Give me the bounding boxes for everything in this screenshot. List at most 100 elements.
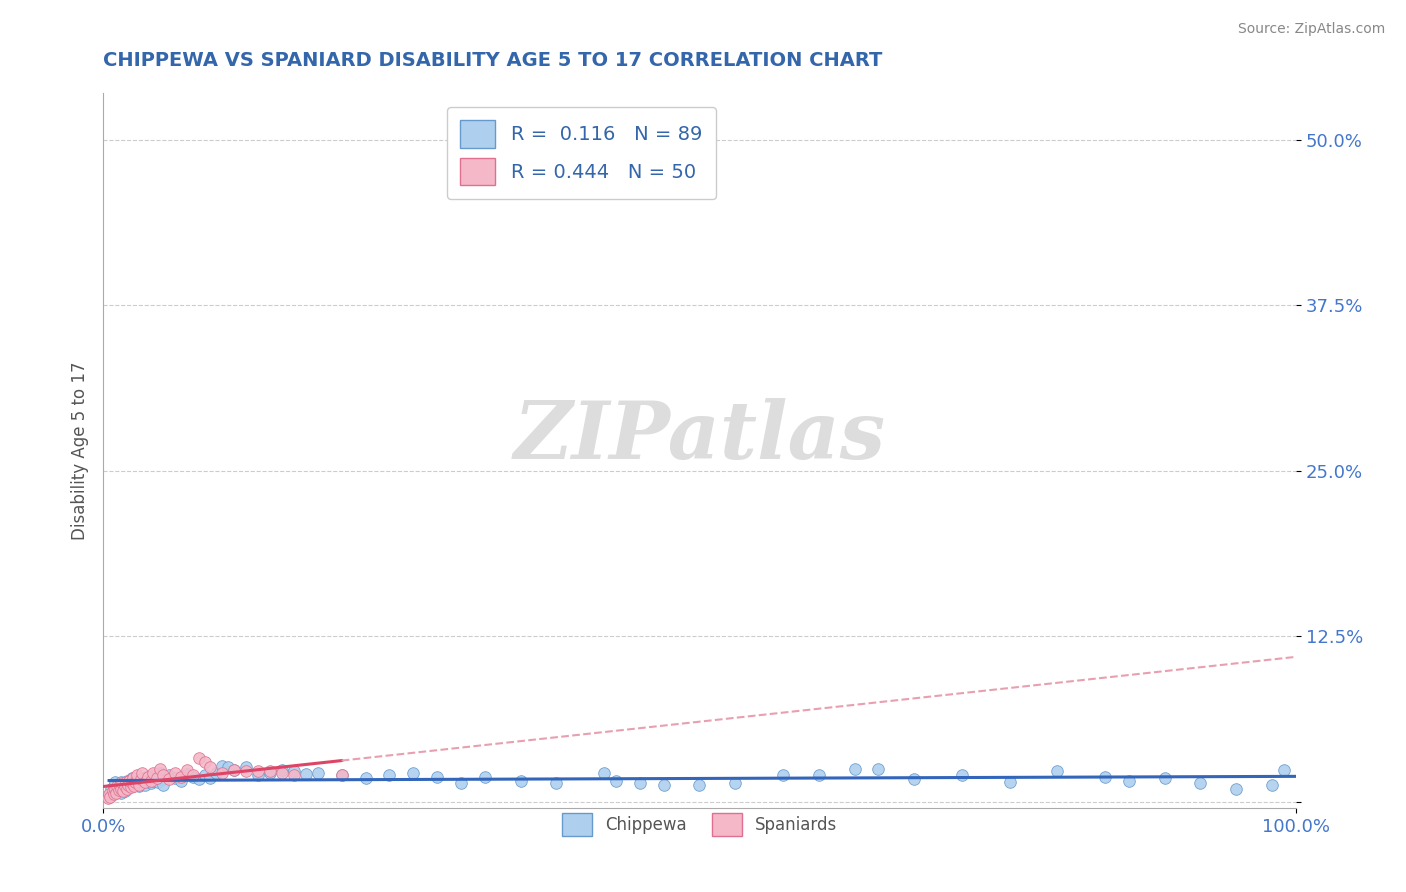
Point (163, 771, 186, 785)
Point (111, 776, 134, 790)
Point (450, 776, 472, 790)
Point (121, 771, 143, 785)
Point (134, 772, 156, 787)
Point (105, 786, 128, 800)
Point (354, 771, 377, 785)
Point (1094, 770, 1116, 784)
Point (593, 765, 616, 780)
Point (1225, 781, 1247, 796)
Point (146, 771, 169, 785)
Point (100, 781, 122, 796)
Point (1118, 773, 1140, 788)
Point (211, 765, 233, 780)
Point (138, 770, 160, 784)
Point (283, 764, 305, 779)
Point (330, 768, 353, 782)
Point (169, 770, 191, 784)
Point (1153, 771, 1175, 785)
Point (163, 765, 186, 780)
Point (110, 781, 132, 796)
Point (152, 778, 174, 792)
Point (104, 784, 127, 798)
Point (122, 779, 145, 793)
Point (124, 772, 146, 787)
Point (176, 767, 198, 781)
Point (114, 784, 136, 798)
Point (120, 780, 142, 795)
Point (101, 784, 124, 798)
Point (509, 773, 531, 788)
Point (157, 772, 180, 787)
Point (110, 775, 132, 789)
Point (98, 789, 121, 804)
Point (807, 768, 830, 782)
Point (628, 776, 651, 790)
Point (101, 786, 124, 800)
Point (122, 775, 145, 789)
Point (107, 781, 129, 796)
Point (844, 762, 866, 776)
Point (1272, 763, 1295, 777)
Y-axis label: Disability Age 5 to 17: Disability Age 5 to 17 (72, 361, 89, 541)
Point (546, 776, 568, 790)
Point (120, 778, 142, 792)
Point (112, 781, 135, 796)
Point (224, 763, 246, 777)
Point (139, 773, 162, 788)
Point (271, 763, 294, 777)
Point (200, 760, 222, 774)
Point (271, 765, 294, 780)
Point (149, 762, 172, 776)
Point (136, 770, 159, 784)
Point (128, 773, 150, 788)
Text: Source: ZipAtlas.com: Source: ZipAtlas.com (1237, 22, 1385, 37)
Point (259, 764, 281, 779)
Point (211, 759, 233, 773)
Point (200, 771, 222, 785)
Text: ZIPatlas: ZIPatlas (513, 398, 886, 475)
Point (259, 765, 281, 780)
Point (605, 773, 627, 788)
Point (103, 787, 125, 801)
Point (134, 775, 156, 789)
Point (129, 772, 152, 787)
Point (98, 788, 121, 802)
Point (114, 778, 136, 792)
Point (115, 781, 138, 796)
Point (121, 776, 143, 790)
Point (131, 765, 153, 780)
Point (131, 775, 153, 789)
Point (114, 775, 136, 789)
Point (187, 772, 209, 787)
Point (176, 763, 198, 777)
Point (307, 765, 329, 780)
Point (1046, 764, 1069, 779)
Point (402, 765, 425, 780)
Point (118, 775, 141, 789)
Point (950, 768, 973, 782)
Point (142, 773, 165, 788)
Point (128, 779, 150, 793)
Point (181, 768, 204, 782)
Point (295, 767, 318, 781)
Point (118, 773, 141, 788)
Point (474, 770, 496, 784)
Point (378, 768, 401, 782)
Point (117, 778, 139, 792)
Point (108, 778, 131, 792)
Point (134, 778, 156, 792)
Point (110, 786, 132, 800)
Point (139, 771, 162, 785)
Point (128, 778, 150, 792)
Point (107, 783, 129, 797)
Point (98, 787, 121, 801)
Point (104, 781, 127, 796)
Point (125, 768, 148, 782)
Point (283, 768, 305, 782)
Point (724, 776, 747, 790)
Point (115, 780, 138, 795)
Point (247, 764, 270, 779)
Point (688, 778, 710, 792)
Point (152, 772, 174, 787)
Point (235, 764, 257, 779)
